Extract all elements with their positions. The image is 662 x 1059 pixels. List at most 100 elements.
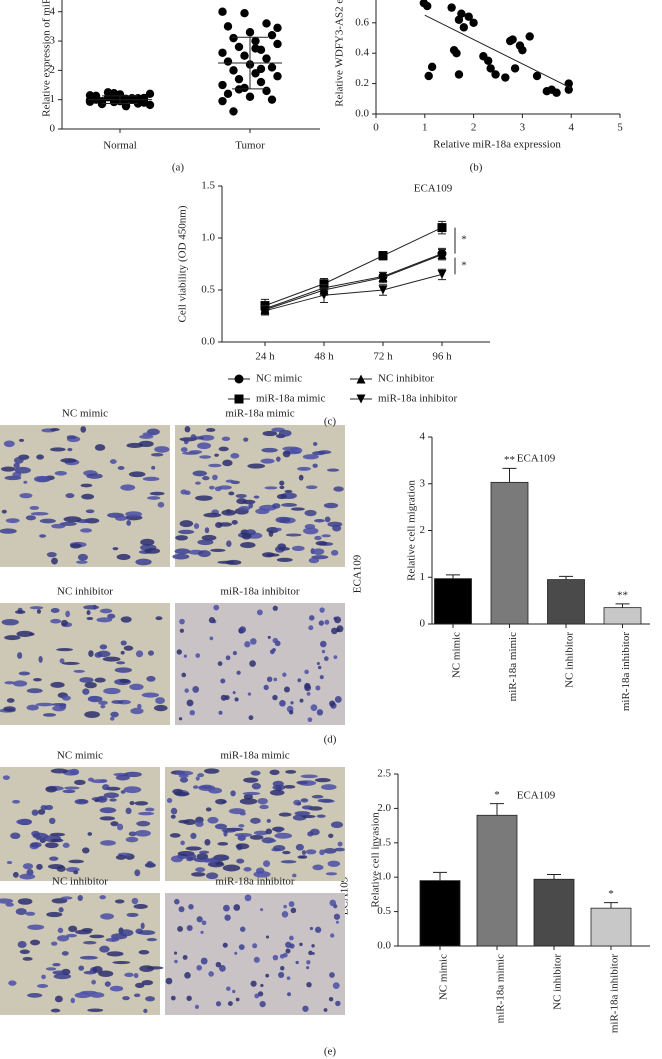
stain (289, 935, 294, 941)
stain (104, 981, 111, 987)
stain (329, 899, 337, 907)
stain (243, 437, 249, 442)
stain (3, 706, 16, 712)
stain (333, 655, 338, 660)
stain (279, 485, 285, 490)
x-tick-label: miR-18a inhibitor (620, 632, 632, 711)
stain (272, 694, 278, 701)
stain (301, 814, 316, 819)
stain (13, 457, 24, 464)
series-line (264, 253, 443, 310)
stain (145, 996, 155, 1002)
point (486, 64, 495, 73)
stain (201, 920, 207, 926)
stain (61, 661, 80, 666)
stain (247, 463, 266, 469)
stain (169, 833, 181, 838)
stain (112, 960, 131, 965)
marker (378, 285, 388, 295)
stain (250, 817, 261, 824)
y-tick-label: 3 (50, 35, 56, 47)
stain (337, 841, 343, 847)
stain (1, 618, 19, 626)
stain (203, 512, 222, 518)
stain (208, 787, 222, 794)
stain (218, 710, 223, 715)
stain (172, 553, 190, 560)
stain (308, 615, 315, 621)
stain (334, 847, 345, 852)
y-tick-label: 3 (420, 477, 426, 489)
stain (315, 685, 321, 691)
stain (192, 785, 199, 789)
stain (306, 960, 311, 965)
stain (179, 777, 189, 783)
stain (103, 687, 121, 695)
x-axis-label: Relative miR-18a expression (433, 139, 561, 151)
stain (22, 956, 33, 961)
stain (123, 786, 142, 794)
stain (183, 654, 187, 658)
stain (35, 702, 54, 707)
error-bar (547, 873, 561, 880)
stain (82, 688, 90, 695)
legend-label: NC mimic (256, 373, 302, 385)
micrograph-label: NC inhibitor (57, 586, 113, 598)
stain (146, 937, 157, 942)
point (267, 30, 277, 40)
stain (331, 627, 338, 635)
bar (590, 907, 632, 947)
stain (249, 834, 264, 840)
bar (476, 814, 518, 947)
stain (232, 691, 236, 695)
stain (54, 471, 67, 476)
stain (91, 979, 96, 985)
point (218, 80, 227, 90)
stain (138, 811, 155, 816)
stain (330, 549, 339, 556)
stain (230, 790, 236, 797)
stain (129, 683, 144, 691)
stain (17, 898, 33, 905)
stain (136, 820, 151, 827)
stain (309, 828, 320, 836)
stain (27, 924, 45, 930)
point (229, 107, 238, 116)
stain (146, 861, 154, 868)
point (223, 22, 233, 31)
bar (434, 578, 472, 625)
stain (266, 676, 273, 683)
stain (33, 678, 42, 682)
stain (323, 502, 339, 509)
stain (239, 798, 258, 805)
stain (190, 832, 197, 840)
stain (103, 792, 119, 799)
stain (186, 995, 192, 1002)
stain (100, 704, 106, 709)
x-tick-label: 4 (568, 122, 574, 134)
stain (195, 495, 213, 501)
stain (14, 466, 31, 474)
point (218, 48, 227, 57)
stain (186, 856, 194, 862)
stain (185, 846, 202, 851)
x-tick-label: NC inhibitor (552, 954, 564, 1010)
stain (6, 698, 15, 703)
stain (263, 684, 269, 691)
stain (240, 542, 256, 549)
stain (139, 434, 154, 439)
stain (218, 446, 229, 452)
point (424, 71, 433, 81)
stain (170, 995, 176, 1001)
stain (85, 509, 95, 514)
stain (126, 912, 139, 918)
stain (316, 709, 324, 716)
stain (273, 677, 278, 682)
stain (286, 976, 291, 981)
stain (125, 511, 143, 518)
point (256, 77, 266, 87)
x-tick-label: NC mimic (451, 632, 463, 678)
x-tick-label: 24 h (255, 351, 275, 363)
stain (321, 784, 337, 790)
stain (128, 831, 137, 837)
